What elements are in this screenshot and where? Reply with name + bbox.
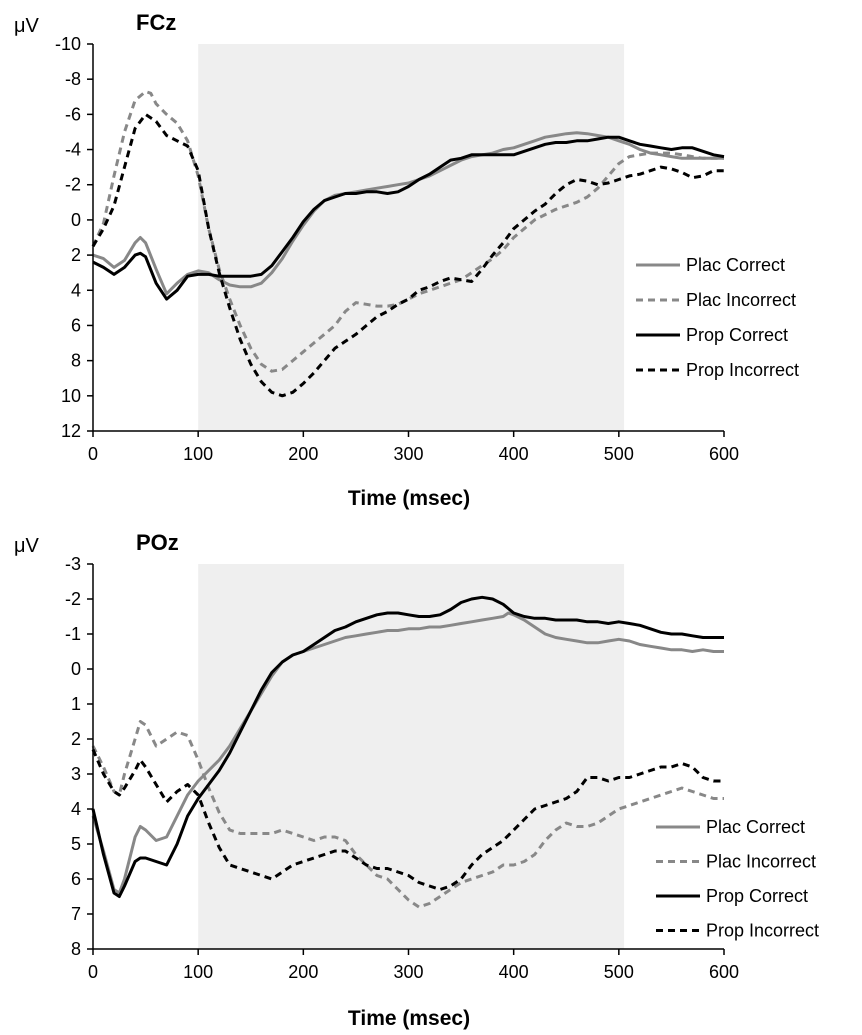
poz-legend-label-prop-correct: Prop Correct: [706, 886, 808, 906]
fcz-x-axis-title: Time (msec): [348, 487, 470, 510]
poz-panel: -3 -2 -1 0 1 2 3 4 5 6 7 8 0 100 200 300 400 500 600 μV P…: [14, 530, 819, 1030]
fcz-x-tick-label: 600: [709, 444, 739, 464]
fcz-y-tick-label: 6: [71, 315, 81, 335]
poz-y-tick-label: 3: [71, 764, 81, 784]
poz-series-prop-correct: [91, 595, 724, 898]
fcz-x-tick-label: 500: [604, 444, 634, 464]
fcz-y-tick-label: 10: [61, 386, 81, 406]
fcz-y-tick-label: 2: [71, 245, 81, 265]
poz-y-tick-label: 6: [71, 869, 81, 889]
poz-y-tick-label: 8: [71, 939, 81, 959]
poz-y-unit-label: μV: [14, 535, 40, 557]
poz-x-tick-label: 600: [709, 962, 739, 982]
poz-x-ticks: 0 100 200 300 400 500 600: [88, 949, 739, 982]
fcz-y-tick-label: -8: [65, 69, 81, 89]
poz-series-prop-incorrect: [91, 748, 724, 891]
fcz-series-plac-correct: [92, 131, 724, 296]
fcz-y-tick-label: 4: [71, 280, 81, 300]
fcz-x-tick-label: 200: [288, 444, 318, 464]
poz-legend-label-plac-correct: Plac Correct: [706, 817, 805, 837]
poz-x-tick-label: 100: [183, 962, 213, 982]
poz-y-tick-label: 7: [71, 904, 81, 924]
poz-x-tick-label: 400: [499, 962, 529, 982]
poz-legend: Plac Correct Plac Incorrect Prop Correct Pr…: [656, 817, 819, 941]
poz-x-axis-title: Time (msec): [348, 1007, 470, 1030]
poz-legend-label-plac-incorrect: Plac Incorrect: [706, 852, 816, 872]
fcz-legend-label-prop-correct: Prop Correct: [686, 325, 788, 345]
fcz-legend-label-plac-incorrect: Plac Incorrect: [686, 290, 796, 310]
poz-y-tick-label: 4: [71, 799, 81, 819]
fcz-y-unit-label: μV: [14, 15, 40, 37]
fcz-y-tick-label: -4: [65, 140, 81, 160]
fcz-y-tick-label: -2: [65, 175, 81, 195]
poz-x-tick-label: 300: [393, 962, 423, 982]
poz-legend-label-prop-incorrect: Prop Incorrect: [706, 921, 819, 941]
poz-y-tick-label: 1: [71, 694, 81, 714]
fcz-legend: Plac Correct Plac Incorrect Prop Correct Pr…: [636, 255, 799, 380]
fcz-shaded-window: [198, 44, 625, 431]
poz-y-tick-label: 0: [71, 659, 81, 679]
fcz-y-ticks: -10 -8 -6 -4 -2 0 2 4 6 8 10 12: [55, 34, 93, 441]
poz-series-plac-incorrect: [91, 720, 724, 909]
poz-y-tick-label: 2: [71, 729, 81, 749]
poz-x-tick-label: 0: [88, 962, 98, 982]
fcz-y-tick-label: -10: [55, 34, 81, 54]
poz-y-ticks: -3 -2 -1 0 1 2 3 4 5 6 7 8: [65, 554, 93, 959]
fcz-y-tick-label: 0: [71, 210, 81, 230]
fcz-y-tick-label: -6: [65, 104, 81, 124]
fcz-y-tick-label: 8: [71, 351, 81, 371]
poz-series-layer: [91, 595, 724, 909]
fcz-series-layer: [91, 90, 725, 398]
fcz-series-prop-incorrect: [91, 112, 724, 398]
poz-y-tick-label: 5: [71, 834, 81, 854]
poz-series-plac-correct: [91, 611, 724, 895]
fcz-series-prop-correct: [92, 135, 725, 301]
fcz-legend-label-prop-incorrect: Prop Incorrect: [686, 360, 799, 380]
poz-y-tick-label: -1: [65, 624, 81, 644]
fcz-legend-label-plac-correct: Plac Correct: [686, 255, 785, 275]
poz-x-tick-label: 500: [604, 962, 634, 982]
fcz-x-tick-label: 400: [499, 444, 529, 464]
fcz-panel: -10 -8 -6 -4 -2 0 2 4 6 8 10 12 0 100 200 300 400 500 600…: [14, 10, 799, 510]
poz-y-tick-label: -3: [65, 554, 81, 574]
fcz-x-tick-label: 300: [393, 444, 423, 464]
fcz-x-ticks: 0 100 200 300 400 500 600: [88, 431, 739, 464]
poz-panel-title: POz: [136, 530, 179, 555]
fcz-x-tick-label: 0: [88, 444, 98, 464]
fcz-y-tick-label: 12: [61, 421, 81, 441]
fcz-x-tick-label: 100: [183, 444, 213, 464]
fcz-panel-title: FCz: [136, 10, 176, 35]
poz-x-tick-label: 200: [288, 962, 318, 982]
poz-y-tick-label: -2: [65, 589, 81, 609]
poz-shaded-window: [198, 564, 625, 949]
